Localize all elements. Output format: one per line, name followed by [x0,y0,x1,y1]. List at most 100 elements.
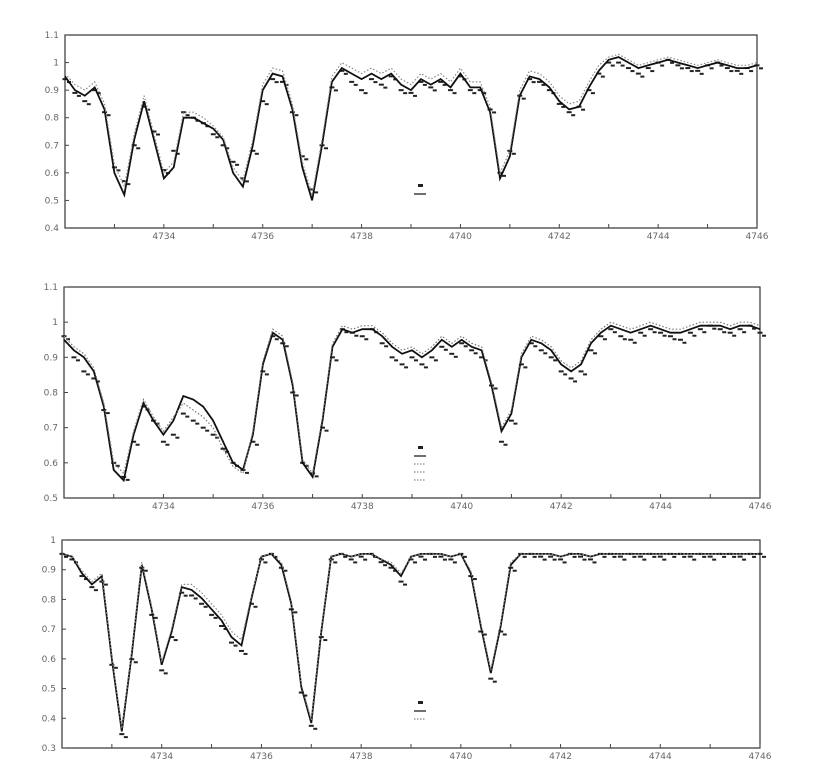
data-point [533,345,538,348]
data-point [546,89,552,92]
data-point [106,114,111,117]
data-point [299,155,305,158]
data-point [151,130,157,133]
data-point [260,370,266,373]
data-point [294,114,299,117]
data-point [568,377,574,380]
data-point [762,555,766,558]
data-point [513,422,518,425]
data-point [173,639,178,642]
data-point [368,78,374,81]
data-point [309,188,315,191]
data-point [625,67,631,70]
data-point [518,363,524,366]
y-tick-label: 0.8 [44,389,59,399]
series-observed-points [61,324,766,481]
data-point [606,61,612,64]
data-point [86,103,91,106]
data-point [556,102,562,105]
data-point [215,436,220,439]
data-point [165,443,170,446]
data-point [95,380,100,383]
data-point [131,440,137,443]
y-tick-label: 1 [53,59,59,69]
data-point [600,75,605,78]
data-point [590,92,595,95]
data-point [592,352,597,355]
data-point [373,81,378,84]
data-point [561,105,566,108]
series-model-dotted-line [63,321,761,475]
data-point [235,163,240,166]
data-point [689,70,694,73]
data-point [290,391,296,394]
data-point [687,555,693,558]
data-point [133,661,138,664]
data-point [617,555,623,558]
data-point [66,338,70,341]
data-point [592,561,597,564]
data-point [637,555,643,558]
data-point [81,370,87,373]
data-point [69,558,75,561]
data-point [732,334,737,337]
data-point [324,429,329,432]
y-tick-label: 0.8 [42,595,57,605]
data-point [199,602,205,605]
data-point [422,83,427,86]
data-point [724,67,730,70]
data-point [657,555,663,558]
data-point [294,394,299,397]
data-point [170,433,176,436]
data-point [274,81,279,84]
data-point [399,363,405,366]
data-point [469,349,475,352]
data-point [521,97,526,100]
data-point [244,180,249,183]
series-model-line [64,56,758,201]
data-point [413,561,417,564]
data-point [527,78,533,81]
data-point [478,630,484,633]
data-point [742,331,747,334]
data-point [378,83,384,86]
x-tick-label: 4734 [152,502,175,512]
data-point [283,569,288,572]
data-point [238,649,244,652]
panel-2: 1.1 1 0.9 0.8 0.7 0.6 0.5 4734 4736 4738 4740 4742 4… [44,283,772,512]
data-point [64,555,68,558]
data-point [498,440,504,443]
data-point [422,558,427,561]
data-point [581,108,586,111]
data-point [537,80,543,83]
data-point [409,356,415,359]
data-point [538,349,544,352]
data-point [190,419,196,422]
data-point [324,147,329,150]
data-point [552,558,557,561]
data-point [511,152,516,155]
y-tick-label: 0.5 [42,685,56,695]
data-point [126,183,131,186]
y-tick-label: 0.5 [45,196,59,206]
data-point [314,475,319,478]
data-point [616,61,622,64]
panel-1: 1.1 1 0.9 0.8 0.7 0.6 0.5 0.4 4734 4736 4738 4740 47… [45,31,769,242]
data-point [85,373,90,376]
data-point [739,72,744,75]
data-point [622,338,627,341]
plot-frame [61,539,761,749]
data-point [675,64,681,67]
data-point [523,366,528,369]
data-point [320,426,326,429]
x-tick-label: 4742 [549,752,572,762]
data-point [279,80,285,83]
data-point [359,89,365,92]
y-tick-label: 0.7 [45,141,59,151]
data-point [179,591,185,594]
data-point [250,440,256,443]
data-point [622,558,627,561]
data-point [479,356,485,359]
data-point [658,331,664,334]
data-point [244,471,249,474]
